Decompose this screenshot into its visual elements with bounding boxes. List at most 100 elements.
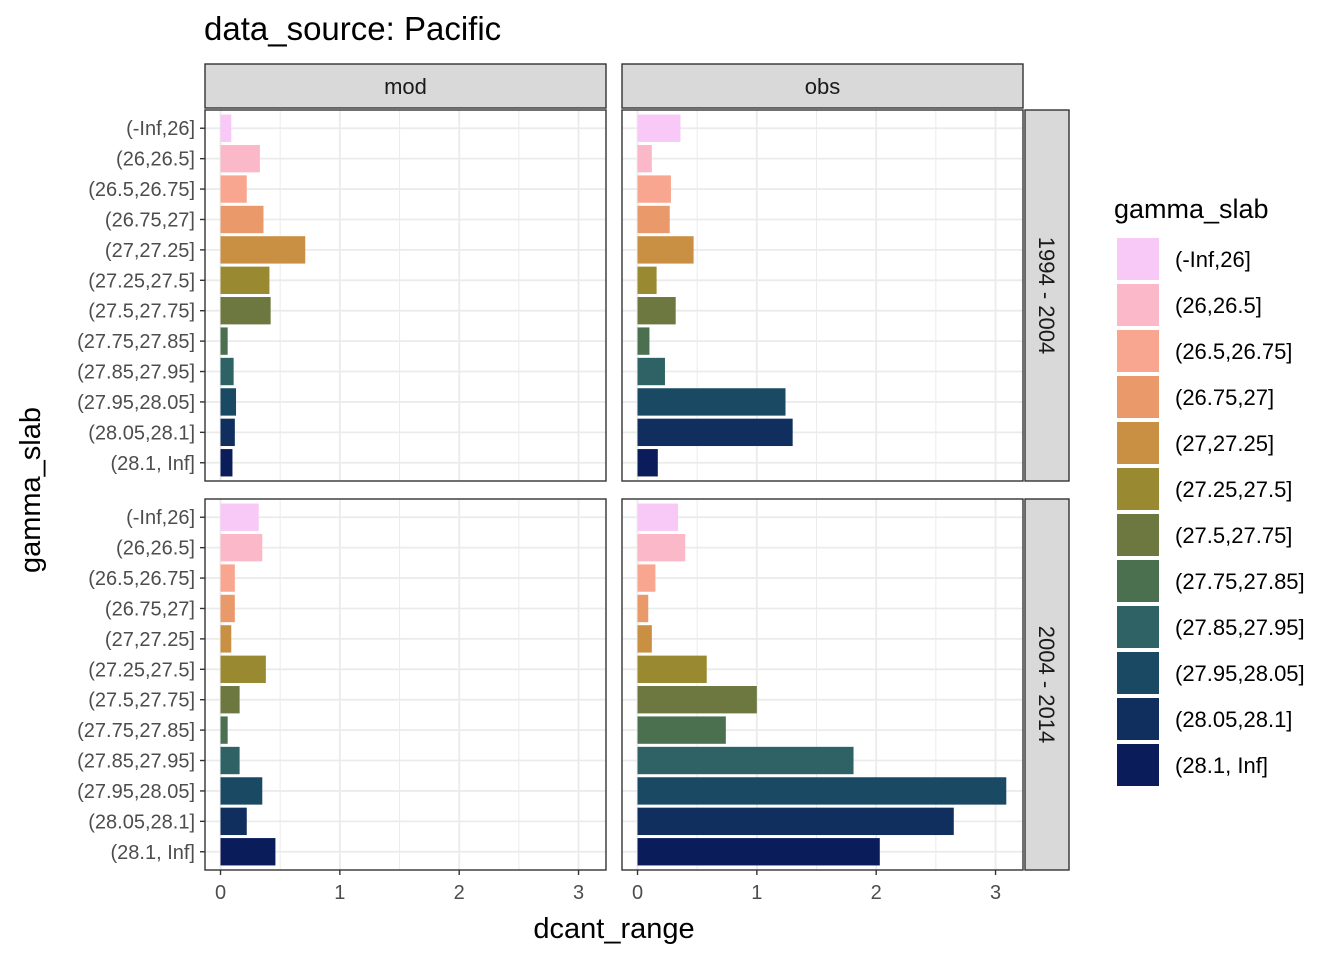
legend-label: (28.1, Inf]: [1175, 753, 1268, 778]
bar: [220, 175, 247, 203]
bar: [220, 533, 263, 562]
legend: (-Inf,26] (26,26.5] (26.5,26.75] (26.75,27]…: [1117, 238, 1305, 786]
x-tick-label: 0: [215, 882, 226, 904]
legend-label: (27.5,27.75]: [1175, 523, 1292, 548]
bar: [220, 594, 235, 623]
legend-swatch: [1117, 422, 1159, 464]
legend-label: (28.05,28.1]: [1175, 707, 1292, 732]
bar: [637, 327, 650, 355]
legend-swatch: [1117, 560, 1159, 602]
bar: [637, 716, 726, 744]
legend-label: (26,26.5]: [1175, 293, 1262, 318]
y-tick-label: (-Inf,26]: [126, 507, 195, 529]
y-tick-label: (27.85,27.95]: [77, 751, 195, 773]
legend-label: (26.5,26.75]: [1175, 339, 1292, 364]
bar: [220, 503, 259, 531]
legend-swatch: [1117, 698, 1159, 740]
x-axis-title: dcant_range: [533, 913, 694, 945]
y-tick-label: (27,27.25]: [105, 240, 195, 262]
bar: [637, 388, 786, 416]
y-tick-label: (27.5,27.75]: [88, 301, 195, 323]
bar: [220, 236, 306, 264]
bar: [637, 357, 665, 386]
legend-item: (28.05,28.1]: [1117, 698, 1292, 740]
bar: [637, 144, 652, 173]
legend-item: (27.95,28.05]: [1117, 652, 1305, 694]
panel-border: [621, 498, 1024, 871]
bar: [220, 114, 232, 142]
x-tick-label: 1: [334, 882, 345, 904]
bar: [220, 205, 264, 234]
bar: [637, 236, 694, 264]
bar: [220, 327, 228, 355]
legend-label: (27.85,27.95]: [1175, 615, 1305, 640]
legend-item: (27,27.25]: [1117, 422, 1274, 464]
bar: [220, 564, 235, 592]
y-tick-label: (27.75,27.85]: [77, 720, 195, 742]
panel-border: [621, 109, 1024, 482]
facet-strip-bg: [1024, 498, 1070, 871]
y-tick-label: (28.1, Inf]: [111, 842, 196, 864]
legend-label: (27.75,27.85]: [1175, 569, 1305, 594]
legend-item: (26.75,27]: [1117, 376, 1274, 418]
facet-strip-label: 1994 - 2004: [1034, 237, 1059, 354]
legend-swatch: [1117, 376, 1159, 418]
bar: [220, 144, 260, 173]
y-tick-label: (27.5,27.75]: [88, 690, 195, 712]
panel-border: [204, 109, 607, 482]
panel-background: [205, 110, 606, 481]
legend-label: (26.75,27]: [1175, 385, 1274, 410]
panel-obs-1994-2004: [621, 109, 1024, 482]
bar: [220, 388, 237, 416]
bar: [637, 297, 676, 325]
y-tick-label: (26.75,27]: [105, 598, 195, 620]
legend-item: (27.25,27.5]: [1117, 468, 1292, 510]
bar: [220, 297, 271, 325]
y-tick-label: (27.25,27.5]: [88, 270, 195, 292]
legend-swatch: [1117, 744, 1159, 786]
facet-strip-bg: [1024, 109, 1070, 482]
bar: [637, 114, 681, 142]
bar: [637, 175, 671, 203]
legend-swatch: [1117, 514, 1159, 556]
x-tick-label: 3: [573, 882, 584, 904]
y-tick-label: (27.85,27.95]: [77, 362, 195, 384]
bar: [637, 449, 658, 477]
bar: [637, 838, 880, 866]
y-tick-label: (28.05,28.1]: [88, 811, 195, 833]
legend-item: (26.5,26.75]: [1117, 330, 1292, 372]
bar: [637, 777, 1007, 805]
y-tick-label: (27.95,28.05]: [77, 781, 195, 803]
bar: [637, 686, 757, 714]
facet-strip-1994-2004: 1994 - 2004: [1024, 109, 1070, 482]
bar: [637, 266, 657, 294]
legend-swatch: [1117, 468, 1159, 510]
bar: [637, 503, 679, 531]
bar: [220, 807, 247, 836]
x-tick-label: 2: [454, 882, 465, 904]
y-tick-label: (28.05,28.1]: [88, 422, 195, 444]
bar: [220, 777, 263, 805]
x-tick-label: 0: [632, 882, 643, 904]
y-tick-label: (26,26.5]: [116, 149, 195, 171]
panel-border: [204, 498, 607, 871]
bar: [220, 686, 240, 714]
panels-layer: mod obs 1994 - 2004 2004 - 2014 (-Inf,26] (26…: [77, 63, 1070, 904]
facet-strip-obs: obs: [621, 63, 1024, 109]
bar: [637, 594, 649, 623]
bar: [220, 625, 232, 653]
legend-swatch: [1117, 238, 1159, 280]
bar: [220, 418, 235, 447]
x-tick-label: 3: [990, 882, 1001, 904]
legend-label: (27.95,28.05]: [1175, 661, 1305, 686]
y-tick-label: (26,26.5]: [116, 538, 195, 560]
legend-item: (27.85,27.95]: [1117, 606, 1305, 648]
bar: [220, 449, 233, 477]
facet-strip-mod: mod: [204, 63, 607, 109]
bar: [220, 716, 228, 744]
panel-obs-2004-2014: 0 1 2 3: [621, 498, 1024, 904]
y-tick-label: (27.75,27.85]: [77, 331, 195, 353]
bar: [220, 746, 240, 775]
